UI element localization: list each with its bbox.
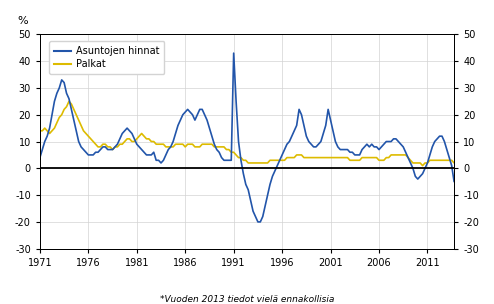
Text: *Vuoden 2013 tiedot vielä ennakollisia: *Vuoden 2013 tiedot vielä ennakollisia xyxy=(160,295,334,304)
Legend: Asuntojen hinnat, Palkat: Asuntojen hinnat, Palkat xyxy=(49,41,165,74)
Text: %: % xyxy=(17,16,28,26)
